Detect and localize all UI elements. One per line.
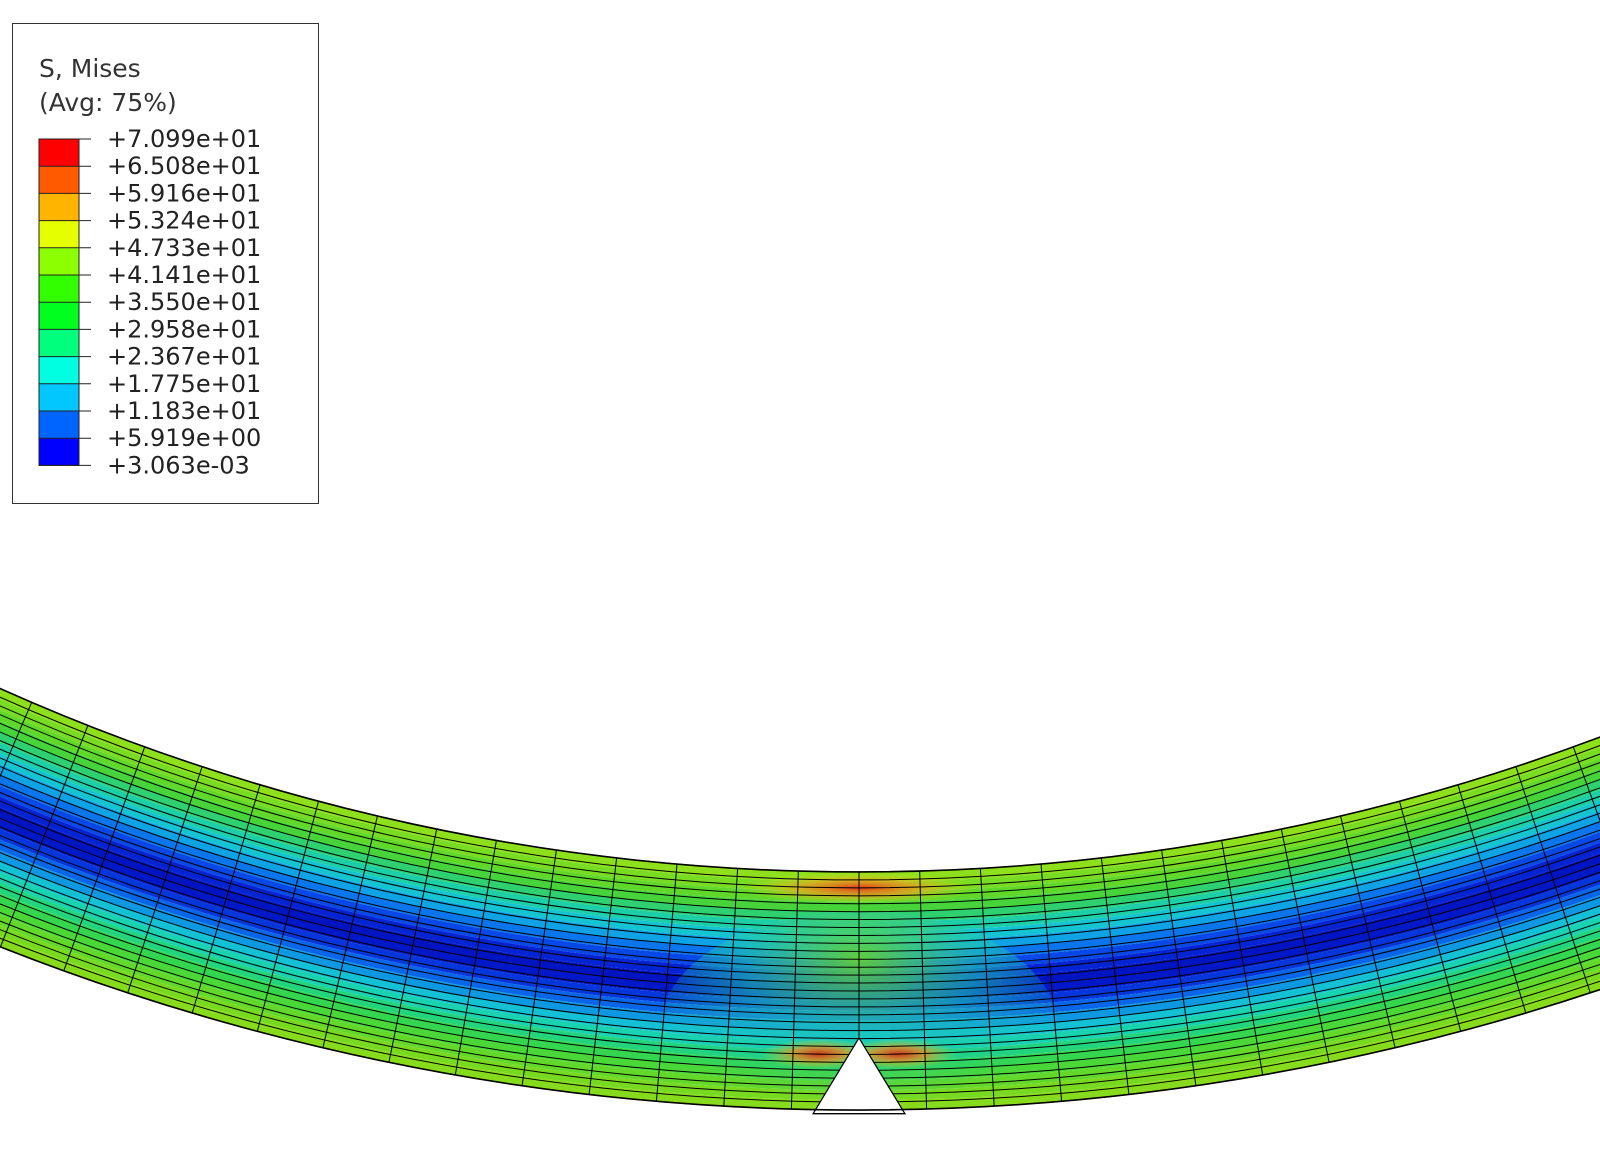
mesh-line (655, 864, 678, 1102)
mesh-line (127, 766, 203, 993)
legend-swatch (39, 383, 79, 411)
legend-level-label: +5.919e+00 (107, 424, 261, 452)
mesh-line (790, 871, 799, 1110)
legend-swatch (39, 193, 79, 221)
legend-level-label: +1.775e+01 (107, 370, 261, 398)
legend-level-label: +5.916e+01 (107, 179, 261, 207)
mesh-line (521, 850, 557, 1086)
mesh-line (1340, 815, 1396, 1048)
mesh-line (1457, 784, 1527, 1014)
legend-variable: S, Mises (39, 54, 141, 83)
mesh-line (256, 801, 319, 1032)
mesh-line (1100, 857, 1130, 1095)
legend-level-label: +3.550e+01 (107, 288, 261, 316)
mesh-line (191, 784, 261, 1014)
legend-level-label: +7.099e+01 (107, 125, 261, 153)
mesh-line (1572, 746, 1600, 823)
legend-swatch (39, 411, 79, 439)
legend-level-label: +4.141e+01 (107, 261, 261, 289)
legend-level-label: +4.733e+01 (107, 234, 261, 262)
mesh-line (1280, 828, 1330, 1063)
crack-notch-outline (812, 1036, 906, 1115)
mesh-line (723, 868, 739, 1107)
legend-swatch (39, 275, 79, 303)
mesh-line (63, 746, 146, 971)
legend-averaging: (Avg: 75%) (39, 88, 177, 117)
mesh-line (388, 828, 438, 1063)
mesh-line (0, 725, 89, 947)
mesh-line (0, 702, 33, 778)
legend-swatch (39, 139, 79, 167)
legend-swatch (39, 166, 79, 194)
mesh-line (919, 871, 928, 1110)
legend-level-label: +6.508e+01 (107, 152, 261, 180)
mesh-line (1040, 864, 1063, 1102)
mesh-line (1221, 840, 1264, 1075)
legend: S, Mises (Avg: 75%) +7.099e+01 +6.508e+01… (12, 23, 319, 504)
mesh-line (979, 868, 995, 1107)
legend-swatch (39, 247, 79, 275)
mesh-line (588, 857, 618, 1095)
legend-swatch (39, 220, 79, 248)
legend-swatch (39, 302, 79, 330)
legend-level-label: +1.183e+01 (107, 397, 261, 425)
legend-level-label: +2.367e+01 (107, 343, 261, 371)
legend-swatch (39, 356, 79, 384)
beam-outline (0, 687, 1600, 1111)
legend-swatch (39, 329, 79, 357)
mesh-line (1515, 766, 1591, 993)
mesh-line (1399, 801, 1462, 1032)
legend-swatch (39, 438, 79, 466)
legend-color-scale: +7.099e+01+6.508e+01+5.916e+01+5.324e+01… (38, 125, 261, 479)
legend-level-label: +5.324e+01 (107, 207, 261, 235)
legend-level-label: +3.063e-03 (107, 451, 250, 479)
mesh-line (1161, 850, 1197, 1086)
mesh-line (454, 840, 497, 1075)
mesh-line (322, 815, 378, 1048)
legend-level-label: +2.958e+01 (107, 315, 261, 343)
